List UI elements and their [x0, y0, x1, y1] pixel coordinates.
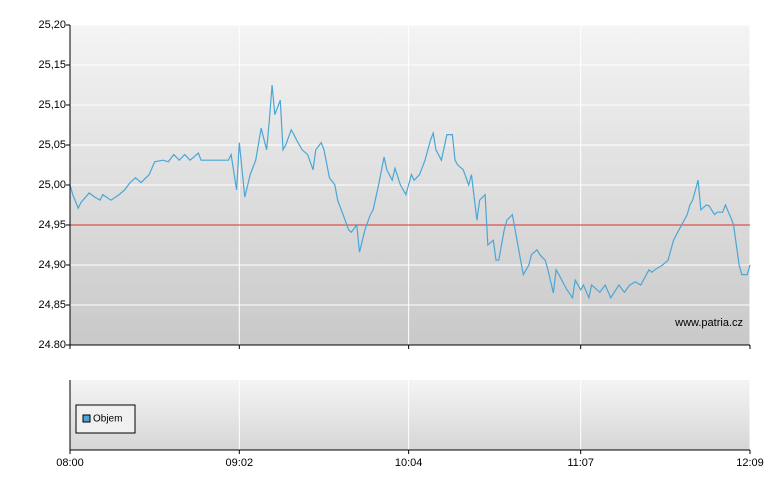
x-tick-label: 12:09 [736, 457, 764, 469]
y-tick-label: 24.80 [38, 339, 66, 351]
y-tick-label: 25,15 [38, 59, 66, 71]
price-line [69, 84, 751, 300]
y-tick-label: 24,95 [38, 219, 66, 231]
x-tick-label: 08:00 [56, 457, 84, 469]
y-tick-label: 24,90 [38, 259, 66, 271]
x-tick-label: 09:02 [226, 457, 254, 469]
y-tick-label: 25,05 [38, 139, 66, 151]
x-tick-label: 11:07 [567, 457, 594, 469]
legend-swatch [82, 414, 91, 423]
y-tick-label: 24,85 [38, 299, 66, 311]
volume-area [70, 380, 750, 450]
legend-label: Objem [93, 414, 122, 425]
watermark: www.patria.cz [674, 317, 743, 329]
y-tick-label: 25,10 [38, 99, 66, 111]
x-tick-label: 10:04 [395, 457, 423, 469]
y-tick-label: 25,00 [38, 179, 66, 191]
y-tick-label: 25,20 [38, 19, 66, 31]
